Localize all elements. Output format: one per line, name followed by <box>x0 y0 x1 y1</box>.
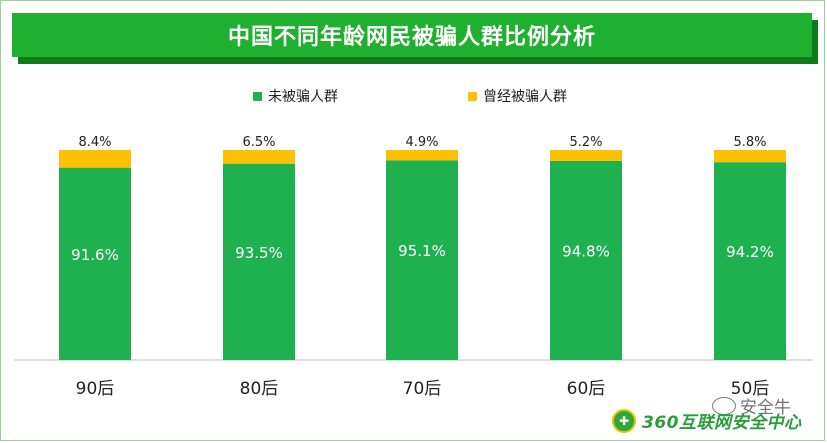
x-tick-label-60后: 60后 <box>567 379 606 399</box>
data-label-scammed-90后: 8.4% <box>78 135 111 150</box>
bar-scammed-60后 <box>550 150 622 161</box>
x-tick-label-80后: 80后 <box>240 379 279 399</box>
data-label-scammed-70后: 4.9% <box>405 135 438 150</box>
title-banner: 中国不同年龄网民被骗人群比例分析 <box>12 13 812 57</box>
legend-label-not-scammed: 未被骗人群 <box>268 89 338 105</box>
watermark-text: 安全牛 <box>740 398 791 418</box>
data-label-scammed-80后: 6.5% <box>242 135 275 150</box>
data-label-scammed-50后: 5.8% <box>733 135 766 150</box>
bar-scammed-50后 <box>714 150 786 163</box>
bar-not-scammed-80后 <box>223 163 295 360</box>
data-label-scammed-60后: 5.2% <box>569 135 602 150</box>
data-label-not-scammed-50后: 94.2% <box>726 243 774 261</box>
x-tick-label-70后: 70后 <box>403 379 442 399</box>
x-tick-label-50后: 50后 <box>731 379 770 399</box>
chart-title: 中国不同年龄网民被骗人群比例分析 <box>227 25 596 50</box>
bar-not-scammed-70后 <box>386 160 458 360</box>
footer-logo-text: 360互联网安全中心 <box>642 413 802 433</box>
legend: 未被骗人群 曾经被骗人群 <box>0 86 827 108</box>
bar-scammed-70后 <box>386 150 458 161</box>
bar-not-scammed-60后 <box>550 160 622 360</box>
data-label-not-scammed-70后: 95.1% <box>398 242 446 260</box>
legend-item-not-scammed: 未被骗人群 <box>253 86 338 106</box>
x-tick-label-90后: 90后 <box>76 379 115 399</box>
bar-not-scammed-50后 <box>714 162 786 360</box>
shield-logo-icon: ✚ <box>612 408 636 433</box>
data-label-not-scammed-60后: 94.8% <box>562 243 610 261</box>
data-label-not-scammed-90后: 91.6% <box>71 246 119 264</box>
legend-item-scammed: 曾经被骗人群 <box>468 86 567 106</box>
bar-scammed-90后 <box>59 150 131 168</box>
footer-logo: ✚ 360互联网安全中心 <box>612 408 802 433</box>
bar-scammed-80后 <box>223 150 295 164</box>
legend-swatch-not-scammed <box>253 91 262 101</box>
bar-not-scammed-90后 <box>59 167 131 360</box>
legend-label-scammed: 曾经被骗人群 <box>483 89 567 105</box>
wechat-icon <box>712 396 736 415</box>
legend-swatch-scammed <box>468 91 477 101</box>
watermark: 安全牛 <box>712 393 791 418</box>
data-label-not-scammed-80后: 93.5% <box>235 244 283 262</box>
